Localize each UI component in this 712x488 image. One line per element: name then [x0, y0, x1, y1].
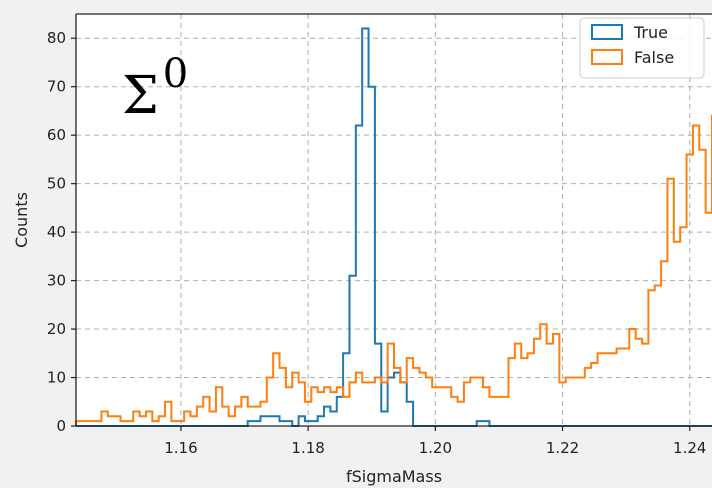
y-tick-label: 50: [47, 175, 66, 193]
axes: [75, 13, 712, 427]
y-tick-label: 40: [47, 223, 66, 241]
legend: True False: [579, 17, 705, 79]
y-tick-label: 0: [56, 417, 66, 435]
y-tick-label: 20: [47, 320, 66, 338]
y-axis-label: Counts: [12, 192, 31, 248]
sigma-superscript: 0: [163, 51, 188, 97]
series-false-step: [75, 114, 712, 426]
x-tick-label: 1.24: [673, 439, 706, 457]
x-axis-label: fSigmaMass: [346, 467, 442, 486]
legend-label-true: True: [633, 23, 668, 42]
legend-swatch-false: [591, 49, 623, 65]
x-tick-label: 1.16: [164, 439, 197, 457]
y-ticks: 0 10 20 30 40 50 60 70 80: [47, 29, 76, 435]
x-tick-label: 1.22: [546, 439, 579, 457]
legend-swatch-true: [591, 24, 623, 40]
y-tick-label: 60: [47, 126, 66, 144]
legend-label-false: False: [634, 48, 674, 67]
sigma-symbol: Σ: [122, 66, 159, 126]
y-tick-label: 10: [47, 369, 66, 387]
x-ticks: 1.16 1.18 1.20 1.22 1.24: [164, 426, 706, 457]
x-tick-label: 1.18: [291, 439, 324, 457]
y-tick-label: 30: [47, 272, 66, 290]
x-tick-label: 1.20: [419, 439, 452, 457]
y-tick-label: 70: [47, 78, 66, 96]
y-tick-label: 80: [47, 29, 66, 47]
